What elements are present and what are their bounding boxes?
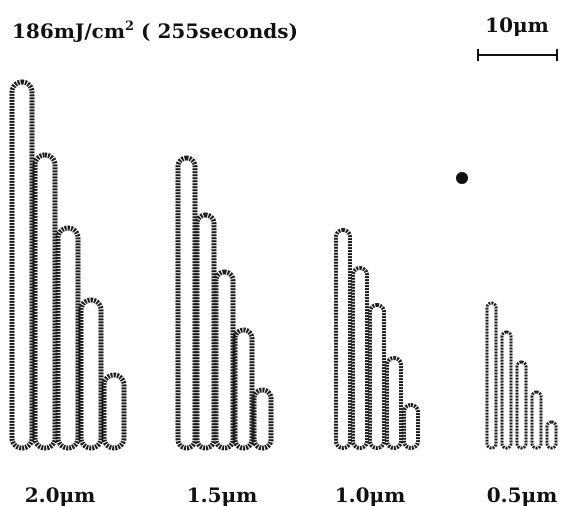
resist-line (385, 356, 403, 450)
resist-line (232, 327, 255, 451)
speck (456, 172, 468, 184)
resist-line (32, 152, 58, 451)
pattern-label: 1.0μm (335, 483, 406, 506)
title-rest: ( 255seconds) (134, 19, 298, 43)
resist-line (55, 225, 81, 451)
resist-line (368, 303, 386, 450)
resist-line (251, 387, 274, 451)
scale-bar (477, 49, 558, 61)
pattern-group (334, 228, 420, 450)
resist-line (500, 330, 513, 450)
patterns: 2.0μm 1.5μm 1.0μm 0.5μm (9, 79, 558, 506)
pattern-label: 2.0μm (25, 483, 96, 506)
pattern-label: 0.5μm (487, 483, 558, 506)
title: 186mJ/cm2 ( 255seconds) (12, 19, 298, 43)
resist-line (530, 390, 543, 450)
title-main: 186mJ/cm (12, 19, 125, 43)
pattern-label: 1.5μm (187, 483, 258, 506)
resist-line (9, 79, 35, 451)
resist-line (175, 155, 198, 451)
resist-line (334, 228, 352, 450)
resist-line (351, 266, 369, 450)
scale-bar-label: 10μm (485, 13, 549, 37)
resist-line (485, 301, 498, 450)
pattern-group (9, 79, 127, 451)
resist-line (545, 420, 558, 450)
resist-line (515, 360, 528, 450)
title-superscript: 2 (125, 19, 134, 34)
resist-line (101, 372, 127, 451)
resist-line (213, 269, 236, 451)
resist-line (78, 297, 104, 451)
resist-line (402, 403, 420, 450)
pattern-group (485, 301, 558, 450)
pattern-group (175, 155, 274, 451)
